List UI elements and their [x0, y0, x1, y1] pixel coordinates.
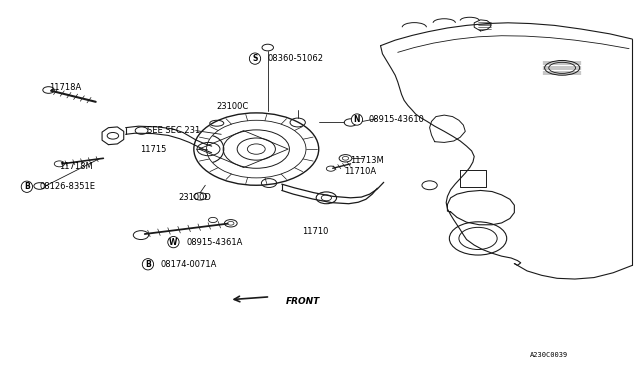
- Text: W: W: [169, 238, 178, 247]
- Text: 08126-8351E: 08126-8351E: [40, 182, 95, 191]
- Text: 11718M: 11718M: [59, 162, 93, 171]
- Text: SEE SEC.231: SEE SEC.231: [147, 126, 200, 135]
- Text: 08360-51062: 08360-51062: [268, 54, 324, 63]
- Text: 23100D: 23100D: [179, 193, 211, 202]
- Text: B: B: [24, 182, 29, 191]
- Text: S: S: [252, 54, 258, 63]
- Text: 08915-4361A: 08915-4361A: [186, 238, 243, 247]
- Text: 11710A: 11710A: [344, 167, 376, 176]
- Text: 11710: 11710: [302, 227, 328, 235]
- Text: 11713M: 11713M: [351, 156, 385, 166]
- Text: N: N: [354, 115, 360, 124]
- Text: A230C0039: A230C0039: [531, 352, 568, 358]
- Text: 08915-43610: 08915-43610: [369, 115, 424, 124]
- Text: 11715: 11715: [140, 145, 166, 154]
- Text: 23100C: 23100C: [217, 102, 249, 111]
- Text: B: B: [145, 260, 151, 269]
- Text: FRONT: FRONT: [286, 297, 321, 306]
- Text: 11718A: 11718A: [49, 83, 81, 92]
- Text: 08174-0071A: 08174-0071A: [161, 260, 217, 269]
